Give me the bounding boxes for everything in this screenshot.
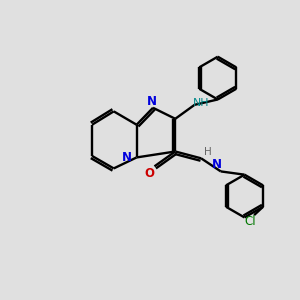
Text: H: H: [204, 147, 212, 157]
Text: O: O: [144, 167, 154, 180]
Text: NH: NH: [193, 98, 209, 108]
Text: N: N: [146, 95, 157, 108]
Text: N: N: [212, 158, 222, 171]
Text: Cl: Cl: [245, 214, 256, 227]
Text: N: N: [122, 151, 132, 164]
